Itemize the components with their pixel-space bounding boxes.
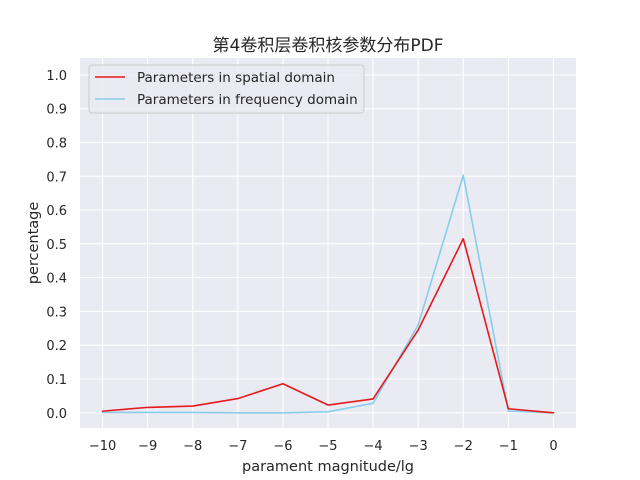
y-tick-label: 1.0	[46, 69, 67, 84]
legend-label-spatial: Parameters in spatial domain	[137, 70, 335, 86]
x-tick-label: −2	[454, 439, 473, 454]
y-tick-labels: 0.0 0.1 0.2 0.3 0.4 0.5 0.6 0.7 0.8 0.9 1.0	[46, 69, 67, 422]
x-tick-label: −7	[228, 439, 247, 454]
y-tick-label: 0.1	[46, 373, 67, 388]
y-tick-label: 0.5	[46, 238, 67, 253]
legend: Parameters in spatial domain Parameters …	[88, 64, 365, 114]
y-tick-label: 0.2	[46, 339, 67, 354]
y-tick-label: 0.9	[46, 103, 67, 118]
x-tick-label: −9	[138, 439, 157, 454]
series-line-frequency	[101, 174, 555, 414]
y-tick-label: 0.7	[46, 170, 67, 185]
x-tick-label: −3	[409, 439, 428, 454]
x-tick-label: −1	[499, 439, 518, 454]
legend-label-frequency: Parameters in frequency domain	[137, 92, 358, 108]
x-axis-label: parament magnitude/lg	[242, 459, 414, 475]
x-tick-labels: −10 −9 −8 −7 −6 −5 −4 −3 −2 −1 0	[89, 439, 558, 454]
chart-title: 第4卷积层卷积核参数分布PDF	[213, 36, 444, 56]
y-tick-label: 0.6	[46, 204, 67, 219]
x-tick-label: 0	[549, 439, 557, 454]
y-tick-label: 0.4	[46, 272, 67, 287]
y-tick-label: 0.8	[46, 136, 67, 151]
x-tick-label: −5	[318, 439, 337, 454]
x-tick-label: −10	[89, 439, 116, 454]
x-tick-label: −4	[364, 439, 383, 454]
y-tick-label: 0.3	[46, 305, 67, 320]
series-line-spatial	[101, 237, 555, 414]
legend-box	[88, 64, 365, 114]
y-tick-label: 0.0	[46, 407, 67, 422]
x-tick-label: −8	[183, 439, 202, 454]
y-axis-label: percentage	[26, 202, 42, 285]
x-tick-label: −6	[273, 439, 292, 454]
series-lines	[101, 174, 555, 414]
